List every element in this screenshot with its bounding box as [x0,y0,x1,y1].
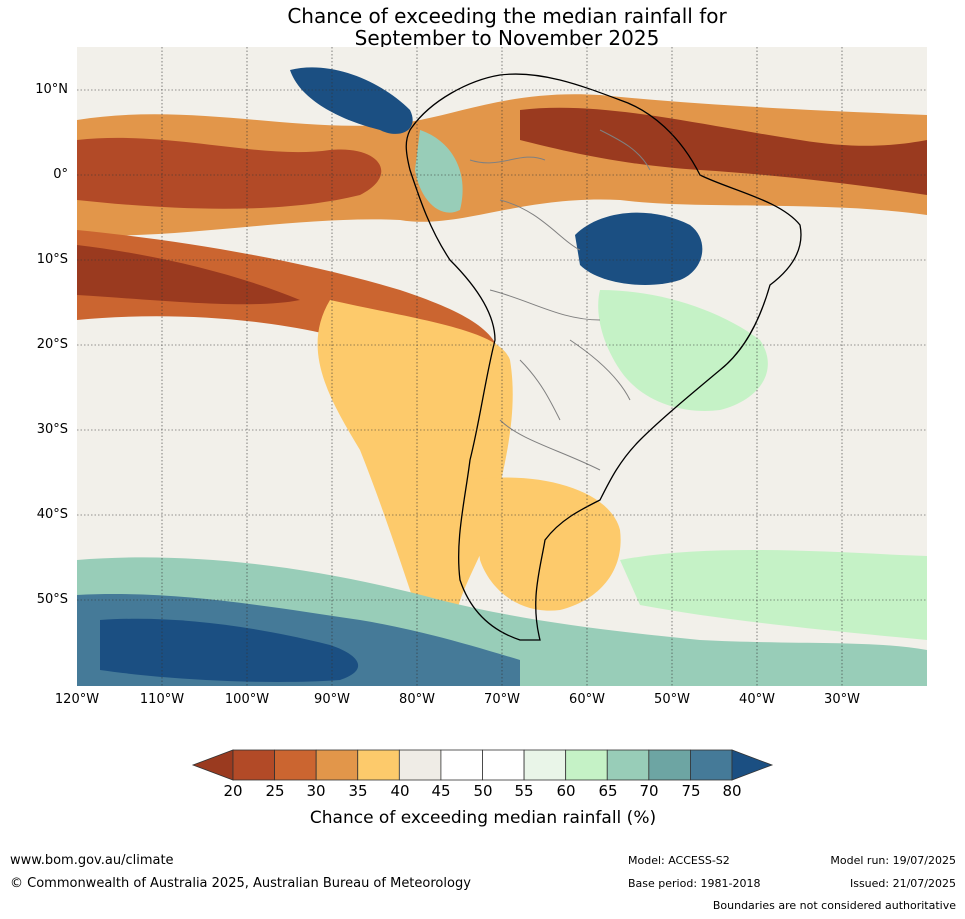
anomaly-region-wet-brazil [575,212,703,285]
colorbar-tick-70: 70 [639,782,659,800]
colorbar-title: Chance of exceeding median rainfall (%) [309,808,657,828]
footer-model-run: Model run: 19/07/2025 [830,854,956,867]
lon-label-30w: 30°W [824,692,860,707]
lat-label-0: 0° [53,167,68,182]
anomaly-region-dry-east-pacific-core [77,245,300,305]
colorbar-bin-4 [357,749,400,781]
colorbar-tick-30: 30 [306,782,326,800]
lat-label-50s: 50°S [36,592,68,607]
footer-base-period: Base period: 1981-2018 [628,877,761,890]
colorbar-bin-6 [440,749,483,781]
graticule [77,47,927,686]
map-title-line-1: Chance of exceeding the median rainfall … [287,4,727,28]
lon-label-50w: 50°W [654,692,690,707]
colorbar-extend-high [731,749,774,781]
lat-label-20s: 20°S [36,337,68,352]
lat-label-10s: 10°S [36,252,68,267]
colorbar-tick-50: 50 [473,782,493,800]
colorbar-bin-1 [232,749,275,781]
colorbar-bin-7 [482,749,525,781]
colorbar-tick-55: 55 [514,782,534,800]
colorbar-tick-65: 65 [598,782,618,800]
footer-model: Model: ACCESS-S2 [628,854,730,867]
anomaly-region-wet-andean-north [415,130,463,213]
lon-label-90w: 90°W [314,692,350,707]
anomaly-region-wet-southern-ocean-deep [100,618,359,682]
colorbar-tick-60: 60 [556,782,576,800]
anomaly-region-wet-southeast-brazil [598,290,768,411]
colorbar-bin-5 [398,749,442,781]
lon-label-100w: 100°W [224,692,270,707]
colorbar-bin-8 [523,749,567,781]
lon-label-110w: 110°W [139,692,185,707]
lon-label-120w: 120°W [54,692,100,707]
colorbar-tick-45: 45 [431,782,451,800]
colorbar [191,749,774,781]
anomaly-region-wet-caribbean [290,67,413,134]
lon-label-40w: 40°W [739,692,775,707]
anomaly-region-dry-andes [317,300,513,620]
colorbar-bin-12 [690,749,733,781]
lon-label-60w: 60°W [569,692,605,707]
colorbar-tick-75: 75 [681,782,701,800]
colorbar-bin-10 [606,749,650,781]
anomaly-region-dry-patagonia [470,477,621,611]
footer-copyright: © Commonwealth of Australia 2025, Austra… [10,876,471,891]
lat-label-40s: 40°S [36,507,68,522]
anomaly-region-dry-atlantic [520,107,927,195]
map-title-line-2: September to November 2025 [354,26,660,50]
country-borders [469,129,651,471]
colorbar-tick-25: 25 [265,782,285,800]
anomaly-region-wet-south-atlantic [620,550,927,640]
lon-label-80w: 80°W [399,692,435,707]
colorbar-bin-11 [648,749,691,781]
footer-url: www.bom.gov.au/climate [10,853,174,868]
lat-label-30s: 30°S [36,422,68,437]
lon-label-70w: 70°W [484,692,520,707]
colorbar-extend-low [191,749,234,781]
colorbar-tick-35: 35 [348,782,368,800]
footer-issued: Issued: 21/07/2025 [849,877,956,890]
south-america-coastline [405,73,802,641]
footer-disclaimer: Boundaries are not considered authoritat… [712,899,956,912]
colorbar-bin-2 [274,749,317,781]
colorbar-tick-20: 20 [223,782,243,800]
colorbar-bin-9 [565,749,608,781]
lat-label-10n: 10°N [35,82,68,97]
anomaly-region-dry-equatorial-core [77,137,382,209]
colorbar-tick-80: 80 [722,782,742,800]
colorbar-tick-40: 40 [390,782,410,800]
colorbar-bin-3 [315,749,359,781]
